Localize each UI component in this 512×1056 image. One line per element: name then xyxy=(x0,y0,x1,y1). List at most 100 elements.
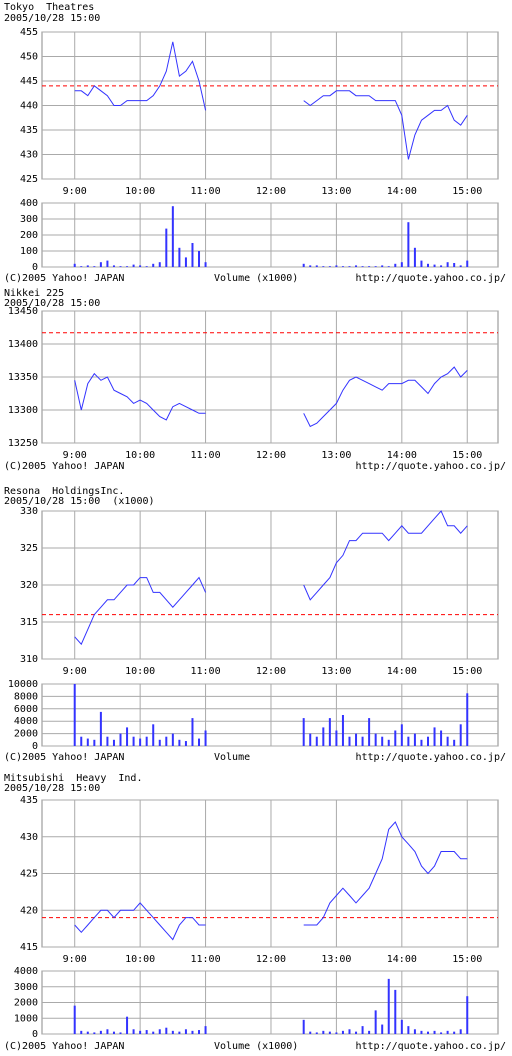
volume-bar xyxy=(348,1029,351,1034)
volume-bar xyxy=(132,736,135,746)
y-tick-label: 415 xyxy=(20,942,38,953)
volume-bar xyxy=(73,684,76,746)
y-tick-label: 0 xyxy=(32,741,38,752)
volume-bar xyxy=(119,733,122,746)
volume-bar xyxy=(400,724,403,746)
x-tick-label: 11:00 xyxy=(191,666,221,677)
volume-bar xyxy=(165,736,168,746)
price-line xyxy=(74,41,468,160)
volume-bar xyxy=(433,1030,436,1034)
x-tick-label: 10:00 xyxy=(125,450,155,461)
x-tick-label: 13:00 xyxy=(321,450,351,461)
x-tick-label: 14:00 xyxy=(387,186,417,197)
copyright: (C)2005 Yahoo! JAPAN xyxy=(4,752,124,763)
volume-bar xyxy=(374,733,377,746)
volume-bar xyxy=(198,1030,201,1034)
volume-bar xyxy=(93,1032,96,1034)
volume-bar xyxy=(106,260,109,267)
volume-bar xyxy=(158,262,161,267)
volume-bar xyxy=(145,266,148,267)
volume-bar xyxy=(466,693,469,746)
x-tick-label: 9:00 xyxy=(63,186,87,197)
y-tick-label: 315 xyxy=(20,617,38,628)
x-tick-label: 15:00 xyxy=(452,186,482,197)
volume-bar xyxy=(413,733,416,746)
volume-bar xyxy=(184,741,187,746)
volume-bar xyxy=(335,265,338,267)
copyright: (C)2005 Yahoo! JAPAN xyxy=(4,461,124,472)
volume-bar xyxy=(453,1031,456,1034)
y-tick-label: 6000 xyxy=(14,704,38,715)
plot-frame xyxy=(41,683,499,747)
volume-bar xyxy=(315,736,318,746)
volume-bar xyxy=(322,1030,325,1034)
volume-bar xyxy=(420,739,423,746)
x-tick-label: 13:00 xyxy=(321,954,351,965)
x-tick-label: 14:00 xyxy=(387,450,417,461)
volume-bar xyxy=(328,718,331,746)
volume-bar xyxy=(459,1029,462,1034)
x-tick-label: 12:00 xyxy=(256,186,286,197)
y-tick-label: 1000 xyxy=(14,1013,38,1024)
volume-bar xyxy=(466,996,469,1034)
copyright: (C)2005 Yahoo! JAPAN xyxy=(4,273,124,284)
volume-bar xyxy=(171,206,174,267)
volume-bar xyxy=(132,1029,135,1034)
x-tick-label: 9:00 xyxy=(63,450,87,461)
volume-bar xyxy=(302,1019,305,1034)
volume-bar xyxy=(302,263,305,267)
x-tick-label: 15:00 xyxy=(452,666,482,677)
chart-subtitle: 2005/10/28 15:00 (x1000) xyxy=(4,496,155,507)
chart-title: Resona HoldingsInc. xyxy=(4,486,124,497)
x-tick-label: 12:00 xyxy=(256,666,286,677)
volume-bar xyxy=(328,266,331,267)
volume-bar xyxy=(198,738,201,746)
y-tick-label: 0 xyxy=(32,1029,38,1040)
volume-bar xyxy=(355,265,358,267)
volume-bar xyxy=(446,1030,449,1034)
price-line xyxy=(74,821,468,941)
volume-bar xyxy=(86,1031,89,1034)
volume-bar xyxy=(426,736,429,746)
volume-bar xyxy=(191,1030,194,1034)
volume-bar xyxy=(381,265,384,267)
volume-bar xyxy=(355,733,358,746)
volume-bar xyxy=(335,730,338,746)
volume-bar xyxy=(420,1030,423,1034)
volume-bar xyxy=(459,724,462,746)
volume-bar xyxy=(152,263,155,267)
chart-title: Nikkei 225 xyxy=(4,288,64,299)
y-tick-label: 13350 xyxy=(8,372,38,383)
volume-bar xyxy=(341,266,344,267)
x-tick-label: 11:00 xyxy=(191,186,221,197)
volume-bar xyxy=(178,739,181,746)
source-url: http://quote.yahoo.co.jp/ xyxy=(355,1041,506,1052)
volume-bar xyxy=(152,1031,155,1034)
y-tick-label: 13300 xyxy=(8,405,38,416)
volume-bar xyxy=(204,262,207,267)
volume-bar xyxy=(178,247,181,267)
volume-bar xyxy=(355,1031,358,1034)
volume-bar xyxy=(165,228,168,267)
source-url: http://quote.yahoo.co.jp/ xyxy=(355,461,506,472)
volume-bar xyxy=(328,1031,331,1034)
x-tick-label: 13:00 xyxy=(321,666,351,677)
chart-title: Tokyo Theatres xyxy=(4,2,94,13)
volume-bar xyxy=(446,262,449,267)
y-tick-label: 430 xyxy=(20,832,38,843)
volume-bar xyxy=(407,1026,410,1034)
x-tick-label: 14:00 xyxy=(387,954,417,965)
volume-bar xyxy=(112,739,115,746)
x-tick-label: 10:00 xyxy=(125,186,155,197)
y-tick-label: 8000 xyxy=(14,691,38,702)
volume-bar xyxy=(394,263,397,267)
volume-bar xyxy=(433,727,436,746)
y-tick-label: 2000 xyxy=(14,729,38,740)
volume-bar xyxy=(139,1030,142,1034)
volume-bar xyxy=(394,989,397,1034)
x-tick-label: 11:00 xyxy=(191,450,221,461)
chart-subtitle: 2005/10/28 15:00 xyxy=(4,783,100,794)
volume-bar xyxy=(348,266,351,267)
x-tick-label: 14:00 xyxy=(387,666,417,677)
